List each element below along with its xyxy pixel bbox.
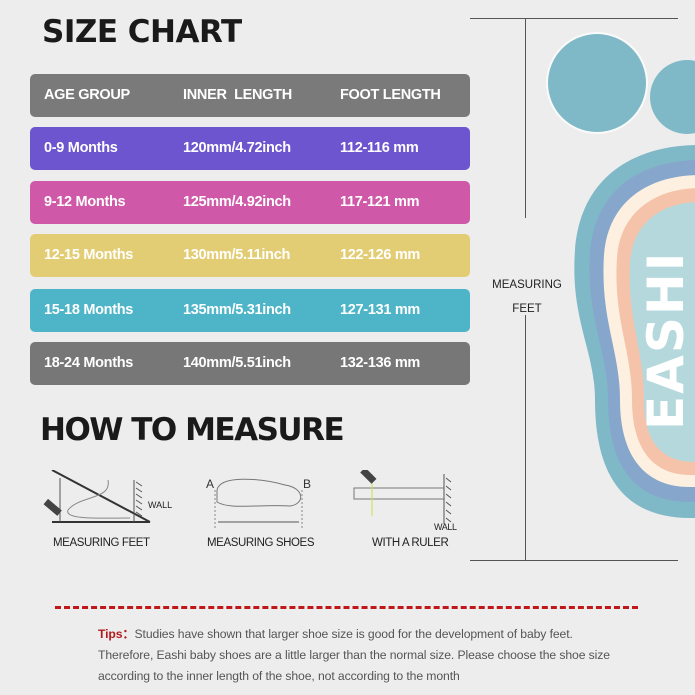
cell-foot: 112-116 mm bbox=[340, 140, 419, 156]
feet-text: FEET bbox=[512, 303, 542, 315]
cell-inner: 135mm/5.31inch bbox=[183, 302, 291, 318]
cell-inner: 140mm/5.51inch bbox=[183, 355, 291, 371]
ruler-illustration bbox=[353, 470, 452, 524]
measuring-feet-label: MEASURING FEET bbox=[482, 273, 572, 321]
cell-age: 15-18 Months bbox=[44, 302, 134, 318]
header-inner: INNER LENGTH bbox=[183, 87, 292, 103]
cell-age: 12-15 Months bbox=[44, 247, 134, 263]
dashed-divider bbox=[55, 606, 638, 609]
size-chart-title: SIZE CHART bbox=[42, 14, 242, 50]
header-age: AGE GROUP bbox=[44, 87, 130, 103]
cell-foot: 122-126 mm bbox=[340, 247, 421, 263]
table-header: AGE GROUP INNER LENGTH FOOT LENGTH bbox=[30, 74, 470, 117]
header-foot: FOOT LENGTH bbox=[340, 87, 441, 103]
svg-text:B: B bbox=[303, 477, 311, 491]
cell-age: 0-9 Months bbox=[44, 140, 118, 156]
cell-foot: 127-131 mm bbox=[340, 302, 421, 318]
cell-inner: 120mm/4.72inch bbox=[183, 140, 291, 156]
ruler-caption: WITH A RULER bbox=[372, 537, 449, 549]
cell-age: 18-24 Months bbox=[44, 355, 134, 371]
table-row: 0-9 Months 120mm/4.72inch 112-116 mm bbox=[30, 127, 470, 170]
table-row: 9-12 Months 125mm/4.92inch 117-121 mm bbox=[30, 181, 470, 224]
measuring-feet-illustration: WALL bbox=[43, 470, 172, 523]
svg-text:A: A bbox=[206, 477, 214, 491]
table-row: 12-15 Months 130mm/5.11inch 122-126 mm bbox=[30, 234, 470, 277]
measuring-feet-caption: MEASURING FEET bbox=[53, 537, 150, 549]
wall-label: WALL bbox=[148, 500, 172, 510]
cell-foot: 117-121 mm bbox=[340, 194, 420, 210]
wall-label-2: WALL bbox=[434, 522, 457, 532]
tips-label: Tips： bbox=[98, 627, 135, 641]
measuring-shoes-illustration: A B bbox=[206, 477, 311, 528]
table-row: 18-24 Months 140mm/5.51inch 132-136 mm bbox=[30, 342, 470, 385]
vertical-line-top bbox=[525, 18, 526, 218]
footprint-graphic: EASHI bbox=[546, 32, 695, 518]
brand-logo: EASHI bbox=[637, 251, 695, 430]
top-line bbox=[470, 18, 678, 19]
measuring-shoes-caption: MEASURING SHOES bbox=[207, 537, 315, 549]
cell-age: 9-12 Months bbox=[44, 194, 126, 210]
how-to-title: HOW TO MEASURE bbox=[40, 412, 345, 448]
cell-inner: 125mm/4.92inch bbox=[183, 194, 291, 210]
cell-foot: 132-136 mm bbox=[340, 355, 421, 371]
cell-inner: 130mm/5.11inch bbox=[183, 247, 291, 263]
tips-text: Tips：Studies have shown that larger shoe… bbox=[98, 624, 628, 687]
bottom-line bbox=[470, 560, 678, 561]
table-row: 15-18 Months 135mm/5.31inch 127-131 mm bbox=[30, 289, 470, 332]
measuring-text: MEASURING bbox=[492, 279, 562, 291]
tips-body: Studies have shown that larger shoe size… bbox=[98, 627, 610, 683]
vertical-line-bottom bbox=[525, 315, 526, 560]
